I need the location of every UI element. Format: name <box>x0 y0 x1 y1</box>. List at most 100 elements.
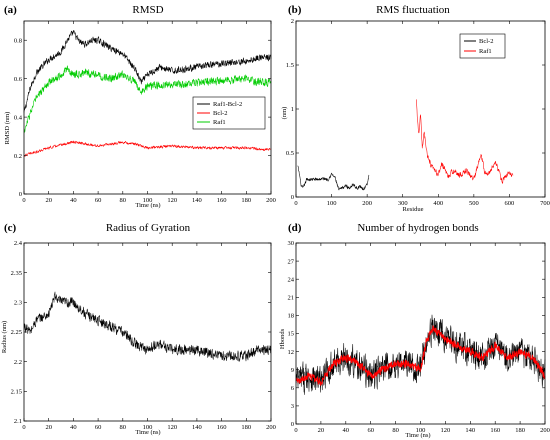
x-tick-label: 40 <box>70 197 77 204</box>
panel-rmsf: (b) RMS fluctuation 0 100 200 300 400 500 600 7… <box>281 4 550 213</box>
series-line-series-1 <box>295 325 546 386</box>
x-tick-label: 60 <box>95 424 102 431</box>
y-tick-label: 6 <box>291 385 295 392</box>
x-tick-label: 60 <box>95 197 102 204</box>
panel-hbonds: (d) Number of hydrogen bonds 0 20 40 60 80 10… <box>279 222 550 439</box>
x-tick-label: 200 <box>362 200 372 207</box>
x-tick-label: 40 <box>70 424 77 431</box>
xlabel-rmsd: Time (ns) <box>135 202 160 209</box>
y-tick-label: 0 <box>291 194 294 201</box>
plot-frame <box>295 242 546 425</box>
plot-frame <box>295 20 546 198</box>
x-tick-label: 200 <box>540 427 550 434</box>
plot-area-rmsd: 0 20 40 60 80 100 120 140 160 180 200 0 0.2 0.4 0.6 0.8 <box>14 20 276 204</box>
x-tick-label: 100 <box>143 197 153 204</box>
x-tick-label: 120 <box>167 197 177 204</box>
y-tick-label: 2.25 <box>11 329 22 336</box>
legend-label-raf1-bcl2: Raf1-Bcl-2 <box>213 101 242 108</box>
plot-area-hbonds: 0 20 40 60 80 100 120 140 160 180 200 0 3 6 9 12 15 18 21 2… <box>288 240 550 434</box>
series-line-raf1 <box>23 65 272 133</box>
y-tick-label: 12 <box>288 349 295 356</box>
y-tick-label: 27 <box>288 258 295 265</box>
x-tick-label: 700 <box>540 200 550 207</box>
x-tick-label: 500 <box>469 200 479 207</box>
x-tick-label: 160 <box>217 197 227 204</box>
y-tick-label: 2.3 <box>14 300 22 307</box>
x-tick-label: 100 <box>327 200 337 207</box>
x-tick-label: 200 <box>266 197 276 204</box>
xlabel-rmsf: Residue <box>403 206 424 213</box>
series-line-raf1 <box>415 99 514 184</box>
y-tick-label: 18 <box>288 313 295 320</box>
y-tick-label: 9 <box>291 367 294 374</box>
plot-area-rmsf: 0 100 200 300 400 500 600 700 0 0.5 1 1.5 2 <box>286 18 550 207</box>
x-tick-label: 20 <box>45 197 52 204</box>
x-tick-label: 140 <box>465 427 475 434</box>
y-tick-label: 2.4 <box>14 240 23 247</box>
plot-area-rg: 0 20 40 60 80 100 120 140 160 180 200 2.1 2.15 2.2 2.2… <box>11 240 276 431</box>
series-line-series-0 <box>295 314 546 395</box>
x-tick-label: 180 <box>241 197 251 204</box>
x-tick-label: 120 <box>167 424 177 431</box>
x-tick-label: 100 <box>416 427 426 434</box>
series-line-bcl-2 <box>297 165 370 191</box>
x-tick-label: 100 <box>143 424 153 431</box>
y-tick-label: 24 <box>288 276 295 283</box>
ylabel-hbonds: Hbonds <box>279 328 286 349</box>
xlabel-rg: Time (ns) <box>135 429 160 436</box>
y-tick-label: 0.8 <box>14 37 22 44</box>
y-tick-label: 1 <box>291 106 294 113</box>
x-tick-label: 180 <box>241 424 251 431</box>
legend-rmsd: Raf1-Bcl-2 Bcl-2 Raf1 <box>192 96 266 130</box>
y-tick-label: 2.15 <box>11 389 22 396</box>
x-tick-label: 120 <box>441 427 451 434</box>
panel-rg: (c) Radius of Gyration 0 20 40 60 80 100 120 14… <box>1 222 276 436</box>
x-tick-label: 400 <box>433 200 443 207</box>
x-tick-label: 20 <box>318 427 325 434</box>
panel-label-d: (d) <box>288 222 302 234</box>
y-tick-label: 21 <box>288 295 295 302</box>
legend-label-raf1: Raf1 <box>213 119 226 126</box>
x-tick-label: 300 <box>398 200 408 207</box>
panel-label-c: (c) <box>4 222 17 234</box>
y-tick-label: 2 <box>291 18 294 25</box>
legend-label-bcl2: Bcl-2 <box>479 38 493 45</box>
ylabel-rmsf: (nm) <box>281 107 288 120</box>
x-tick-label: 160 <box>217 424 227 431</box>
x-tick-label: 20 <box>45 424 52 431</box>
ylabel-rmsd: RMSD (nm) <box>4 112 11 145</box>
y-tick-label: 2.35 <box>11 270 22 277</box>
xlabel-hbonds: Time (ns) <box>405 432 430 439</box>
legend-label-bcl2: Bcl-2 <box>213 110 227 117</box>
y-tick-label: 1.5 <box>286 62 294 69</box>
x-tick-label: 80 <box>120 424 127 431</box>
y-tick-label: 30 <box>288 240 295 247</box>
legend-label-raf1: Raf1 <box>479 48 492 55</box>
x-tick-label: 140 <box>192 197 202 204</box>
y-tick-label: 3 <box>291 403 294 410</box>
y-tick-label: 0.2 <box>14 153 22 160</box>
series-line-raf1-bcl-2 <box>23 30 272 113</box>
x-tick-label: 0 <box>22 197 25 204</box>
x-tick-label: 160 <box>490 427 500 434</box>
y-tick-label: 2.1 <box>14 418 22 425</box>
x-tick-label: 0 <box>294 200 297 207</box>
x-tick-label: 0 <box>294 427 297 434</box>
ylabel-rg: Radius (nm) <box>1 321 8 353</box>
x-tick-label: 40 <box>343 427 350 434</box>
panel-rmsd: (a) RMSD 0 20 40 60 80 100 120 140 160 180 200 0 0.2… <box>4 4 276 209</box>
x-tick-label: 60 <box>367 427 374 434</box>
chart-title-rmsf: RMS fluctuation <box>376 4 450 16</box>
y-tick-label: 0 <box>291 421 294 428</box>
legend-rmsf: Bcl-2 Raf1 <box>459 33 506 59</box>
panel-label-b: (b) <box>288 4 302 16</box>
x-tick-label: 80 <box>120 197 127 204</box>
plot-frame <box>23 242 272 422</box>
x-tick-label: 140 <box>192 424 202 431</box>
chart-title-rmsd: RMSD <box>132 4 163 16</box>
y-tick-label: 0.4 <box>14 114 23 121</box>
x-tick-label: 80 <box>392 427 399 434</box>
y-tick-label: 0 <box>19 191 22 198</box>
x-tick-label: 180 <box>515 427 525 434</box>
y-tick-label: 0.6 <box>14 76 23 83</box>
